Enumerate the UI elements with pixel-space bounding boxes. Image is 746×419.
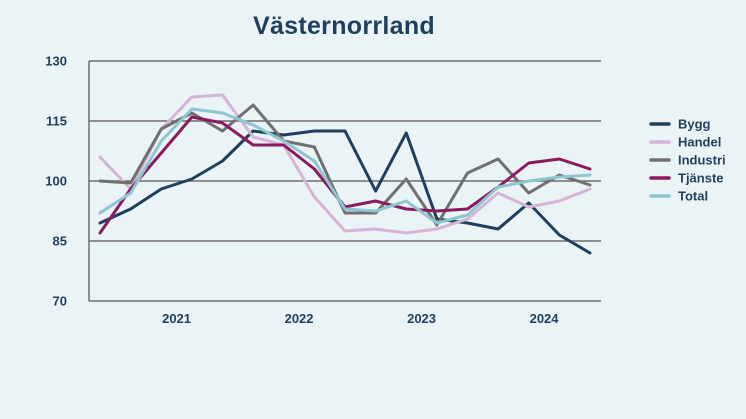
legend-label-total: Total <box>678 189 708 204</box>
legend-label-industri: Industri <box>678 153 726 168</box>
y-tick-label: 130 <box>45 54 67 69</box>
y-tick-label: 70 <box>53 294 67 309</box>
legend-label-tjänste: Tjänste <box>678 171 724 186</box>
y-tick-labels: 70 85 100 115 130 <box>45 54 67 309</box>
x-tick-label: 2023 <box>407 311 436 326</box>
y-tick-label: 85 <box>53 234 67 249</box>
x-tick-label: 2021 <box>162 311 191 326</box>
legend-label-bygg: Bygg <box>678 117 711 132</box>
x-tick-label: 2024 <box>530 311 560 326</box>
legend: Bygg Handel Industri Tjänste Total <box>649 117 726 204</box>
chart-title: Västernorrland <box>252 12 436 40</box>
legend-label-handel: Handel <box>678 135 721 150</box>
series-lines <box>98 93 592 255</box>
y-tick-label: 115 <box>46 114 67 129</box>
series-line-total <box>98 107 592 225</box>
series-line-tjänste <box>98 115 592 235</box>
x-tick-label: 2022 <box>285 311 314 326</box>
y-tick-label: 100 <box>45 174 67 189</box>
x-tick-labels: 2021 2022 2023 2024 <box>162 311 559 326</box>
series-line-bygg <box>98 129 592 255</box>
series-line-handel <box>98 93 592 235</box>
